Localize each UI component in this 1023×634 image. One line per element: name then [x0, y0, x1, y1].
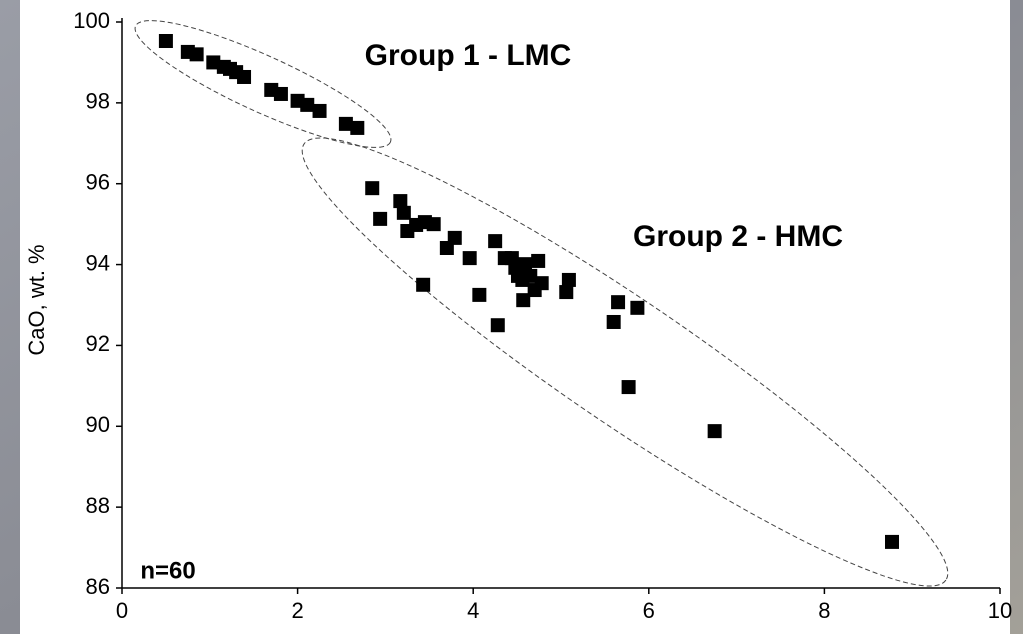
point — [237, 69, 252, 84]
point — [350, 120, 365, 135]
x-tick-label: 8 — [818, 598, 830, 623]
point — [472, 287, 487, 302]
group-ellipse — [134, 20, 392, 148]
point — [534, 276, 549, 291]
point — [396, 205, 411, 220]
x-tick-label: 10 — [988, 598, 1012, 623]
point — [416, 277, 431, 292]
point — [611, 295, 626, 310]
chart-area — [20, 0, 1010, 634]
annotation: Group 1 - LMC — [365, 39, 572, 72]
point — [488, 234, 503, 249]
point — [885, 534, 900, 549]
point — [373, 211, 388, 226]
point — [365, 181, 380, 196]
point — [490, 318, 505, 333]
x-tick-label: 2 — [291, 598, 303, 623]
point — [559, 285, 574, 300]
y-tick-label: 92 — [86, 331, 110, 356]
y-axis-label: CaO, wt. % — [24, 244, 49, 355]
point — [393, 194, 408, 209]
point — [523, 268, 538, 283]
point — [189, 47, 204, 62]
point — [518, 257, 533, 272]
y-tick-label: 90 — [86, 412, 110, 437]
y-tick-label: 98 — [86, 89, 110, 114]
annotation: Group 2 - HMC — [633, 220, 843, 253]
point — [561, 272, 576, 287]
point — [312, 103, 327, 118]
point — [300, 97, 315, 112]
y-tick-label: 96 — [86, 170, 110, 195]
point — [206, 55, 221, 70]
point — [630, 300, 645, 315]
x-tick-label: 6 — [643, 598, 655, 623]
y-tick-label: 88 — [86, 493, 110, 518]
point — [158, 34, 173, 49]
point — [447, 230, 462, 245]
point — [273, 86, 288, 101]
point — [606, 314, 621, 329]
group-ellipse — [301, 137, 949, 587]
point — [462, 251, 477, 266]
y-tick-label: 94 — [86, 250, 110, 275]
x-tick-label: 0 — [116, 598, 128, 623]
point — [707, 424, 722, 439]
y-tick-label: 86 — [86, 574, 110, 599]
point — [516, 293, 531, 308]
y-tick-label: 100 — [73, 8, 110, 33]
point — [426, 217, 441, 232]
point — [338, 116, 353, 131]
annotation: n=60 — [140, 557, 195, 584]
point — [621, 380, 636, 395]
x-tick-label: 4 — [467, 598, 479, 623]
point — [531, 253, 546, 268]
